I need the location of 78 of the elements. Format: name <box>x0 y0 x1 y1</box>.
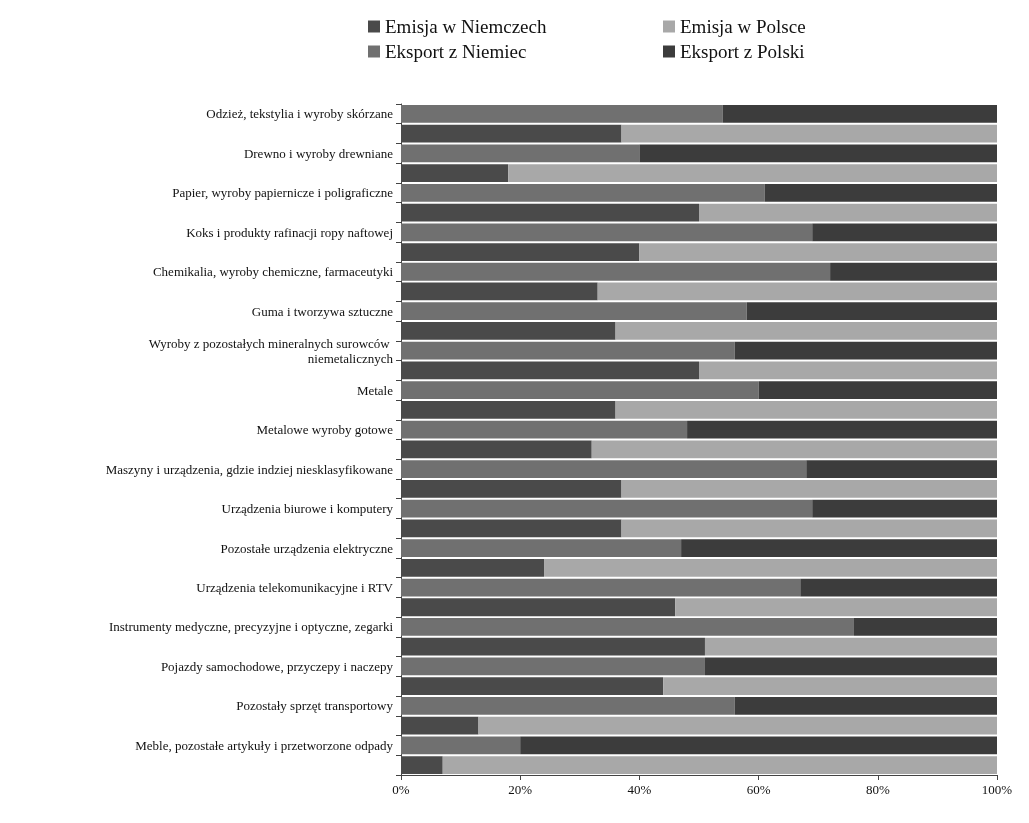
y-tick-label: Pozostały sprzęt transportowy <box>236 698 394 714</box>
bar <box>621 479 997 498</box>
legend-label: Emisja w Polsce <box>680 16 806 37</box>
bar <box>442 756 997 775</box>
bar <box>401 736 521 755</box>
bar <box>597 282 997 301</box>
bar <box>401 341 735 360</box>
legend-label: Emisja w Niemczech <box>385 16 547 37</box>
bar <box>401 578 801 597</box>
bar <box>734 341 997 360</box>
bar <box>812 499 997 518</box>
bar <box>401 460 807 478</box>
y-tick-label: Maszyny i urządzenia, gdzie indziej niesklasyfikowane <box>105 461 394 477</box>
y-tick-label: Papier, wyroby papiernicze i poligraficzne <box>172 185 394 201</box>
y-tick-label: Wyroby z pozostałych mineralnych surowców niemetalicznych <box>148 335 394 366</box>
bar <box>734 697 997 715</box>
y-tick-label: Guma i tworzywa sztuczne <box>251 303 394 319</box>
bar <box>401 104 723 123</box>
bar <box>699 203 997 222</box>
bar <box>401 223 813 242</box>
bar <box>591 440 997 459</box>
y-tick-label: Odzież, tekstylia i wyroby skórzane <box>206 106 394 122</box>
y-tick-label: Drewno i wyroby drewniane <box>243 145 394 161</box>
bar <box>478 716 997 735</box>
y-tick-label: Pojazdy samochodowe, przyczepy i naczepy <box>160 658 394 674</box>
y-tick-label: Instrumenty medyczne, precyzyjne i optyczne, zegarki <box>108 619 394 635</box>
bar <box>401 499 813 518</box>
bar <box>615 322 997 340</box>
bar <box>401 183 765 202</box>
bar <box>508 164 997 182</box>
bar <box>401 657 705 676</box>
x-tick-label: 20% <box>508 782 533 797</box>
bar <box>758 381 997 400</box>
bar <box>687 420 997 439</box>
y-tick-label: Meble, pozostałe artykuły i przetworzone odpady <box>135 737 394 753</box>
x-tick-label: 60% <box>746 782 771 797</box>
bar <box>812 223 997 242</box>
x-tick-label: 40% <box>627 782 652 797</box>
bar <box>699 361 997 380</box>
bar <box>764 183 997 202</box>
bar <box>401 697 735 715</box>
bar <box>401 302 747 321</box>
bar <box>704 657 997 676</box>
y-tick-label: Koks i produkty rafinacji ropy naftowej <box>186 224 393 240</box>
bar <box>401 420 688 439</box>
legend-label: Eksport z Polski <box>680 41 805 62</box>
bar <box>853 618 997 636</box>
bar <box>639 144 997 163</box>
y-tick-label: Metale <box>356 382 394 398</box>
bar <box>800 578 997 597</box>
bar <box>806 460 997 478</box>
bar <box>401 381 759 400</box>
bar <box>520 736 997 755</box>
x-tick-label: 0% <box>392 782 410 797</box>
bar <box>544 558 997 577</box>
bar <box>401 539 682 557</box>
x-tick-label: 80% <box>865 782 890 797</box>
bar <box>639 243 997 261</box>
bar <box>663 677 997 696</box>
y-tick-label: Chemikalia, wyroby chemiczne, farmaceutyki <box>152 264 394 280</box>
bar <box>746 302 997 321</box>
y-tick-label: Urządzenia telekomunikacyjne i RTV <box>196 580 394 596</box>
bar <box>722 104 997 123</box>
bar <box>401 262 831 281</box>
bar <box>615 401 997 419</box>
bar <box>621 519 997 538</box>
bar <box>401 144 640 163</box>
y-tick-label: Metalowe wyroby gotowe <box>256 422 394 438</box>
bar <box>830 262 997 281</box>
x-tick-label: 100% <box>981 782 1013 797</box>
bar <box>704 637 997 656</box>
y-tick-label: Pozostałe urządzenia elektryczne <box>220 540 394 556</box>
legend-label: Eksport z Niemiec <box>385 41 527 62</box>
bar <box>681 539 997 557</box>
bar <box>401 618 854 636</box>
bar <box>675 598 997 617</box>
bar <box>621 124 997 143</box>
y-tick-label: Urządzenia biurowe i komputery <box>221 501 394 517</box>
